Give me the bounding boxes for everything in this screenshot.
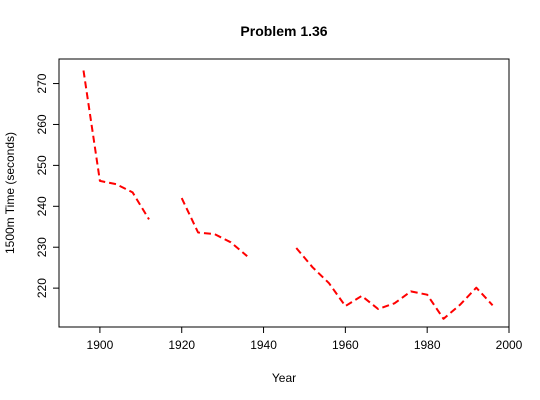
series-layer [82, 70, 494, 320]
chart-title: Problem 1.36 [240, 23, 327, 39]
x-tick-label: 1900 [87, 338, 114, 352]
y-tick-label: 250 [35, 155, 49, 175]
y-axis-label: 1500m Time (seconds) [3, 132, 17, 254]
series-line-segment-2 [180, 197, 248, 257]
y-tick-label: 270 [35, 73, 49, 93]
x-tick-label: 1940 [250, 338, 277, 352]
x-axis: 1900 1920 1940 1960 1980 2000 [87, 327, 523, 352]
y-tick-label: 230 [35, 237, 49, 257]
x-tick-label: 1920 [168, 338, 195, 352]
plot-frame [58, 58, 510, 328]
series-line-segment-3 [295, 247, 494, 320]
y-tick-label: 240 [35, 196, 49, 216]
series-line-segment-1 [82, 70, 150, 220]
x-axis-label: Year [272, 371, 296, 385]
x-tick-label: 2000 [496, 338, 523, 352]
x-tick-label: 1980 [414, 338, 441, 352]
y-tick-label: 260 [35, 114, 49, 134]
y-axis: 220 230 240 250 260 270 [35, 73, 59, 298]
y-tick-label: 220 [35, 278, 49, 298]
x-tick-label: 1960 [332, 338, 359, 352]
